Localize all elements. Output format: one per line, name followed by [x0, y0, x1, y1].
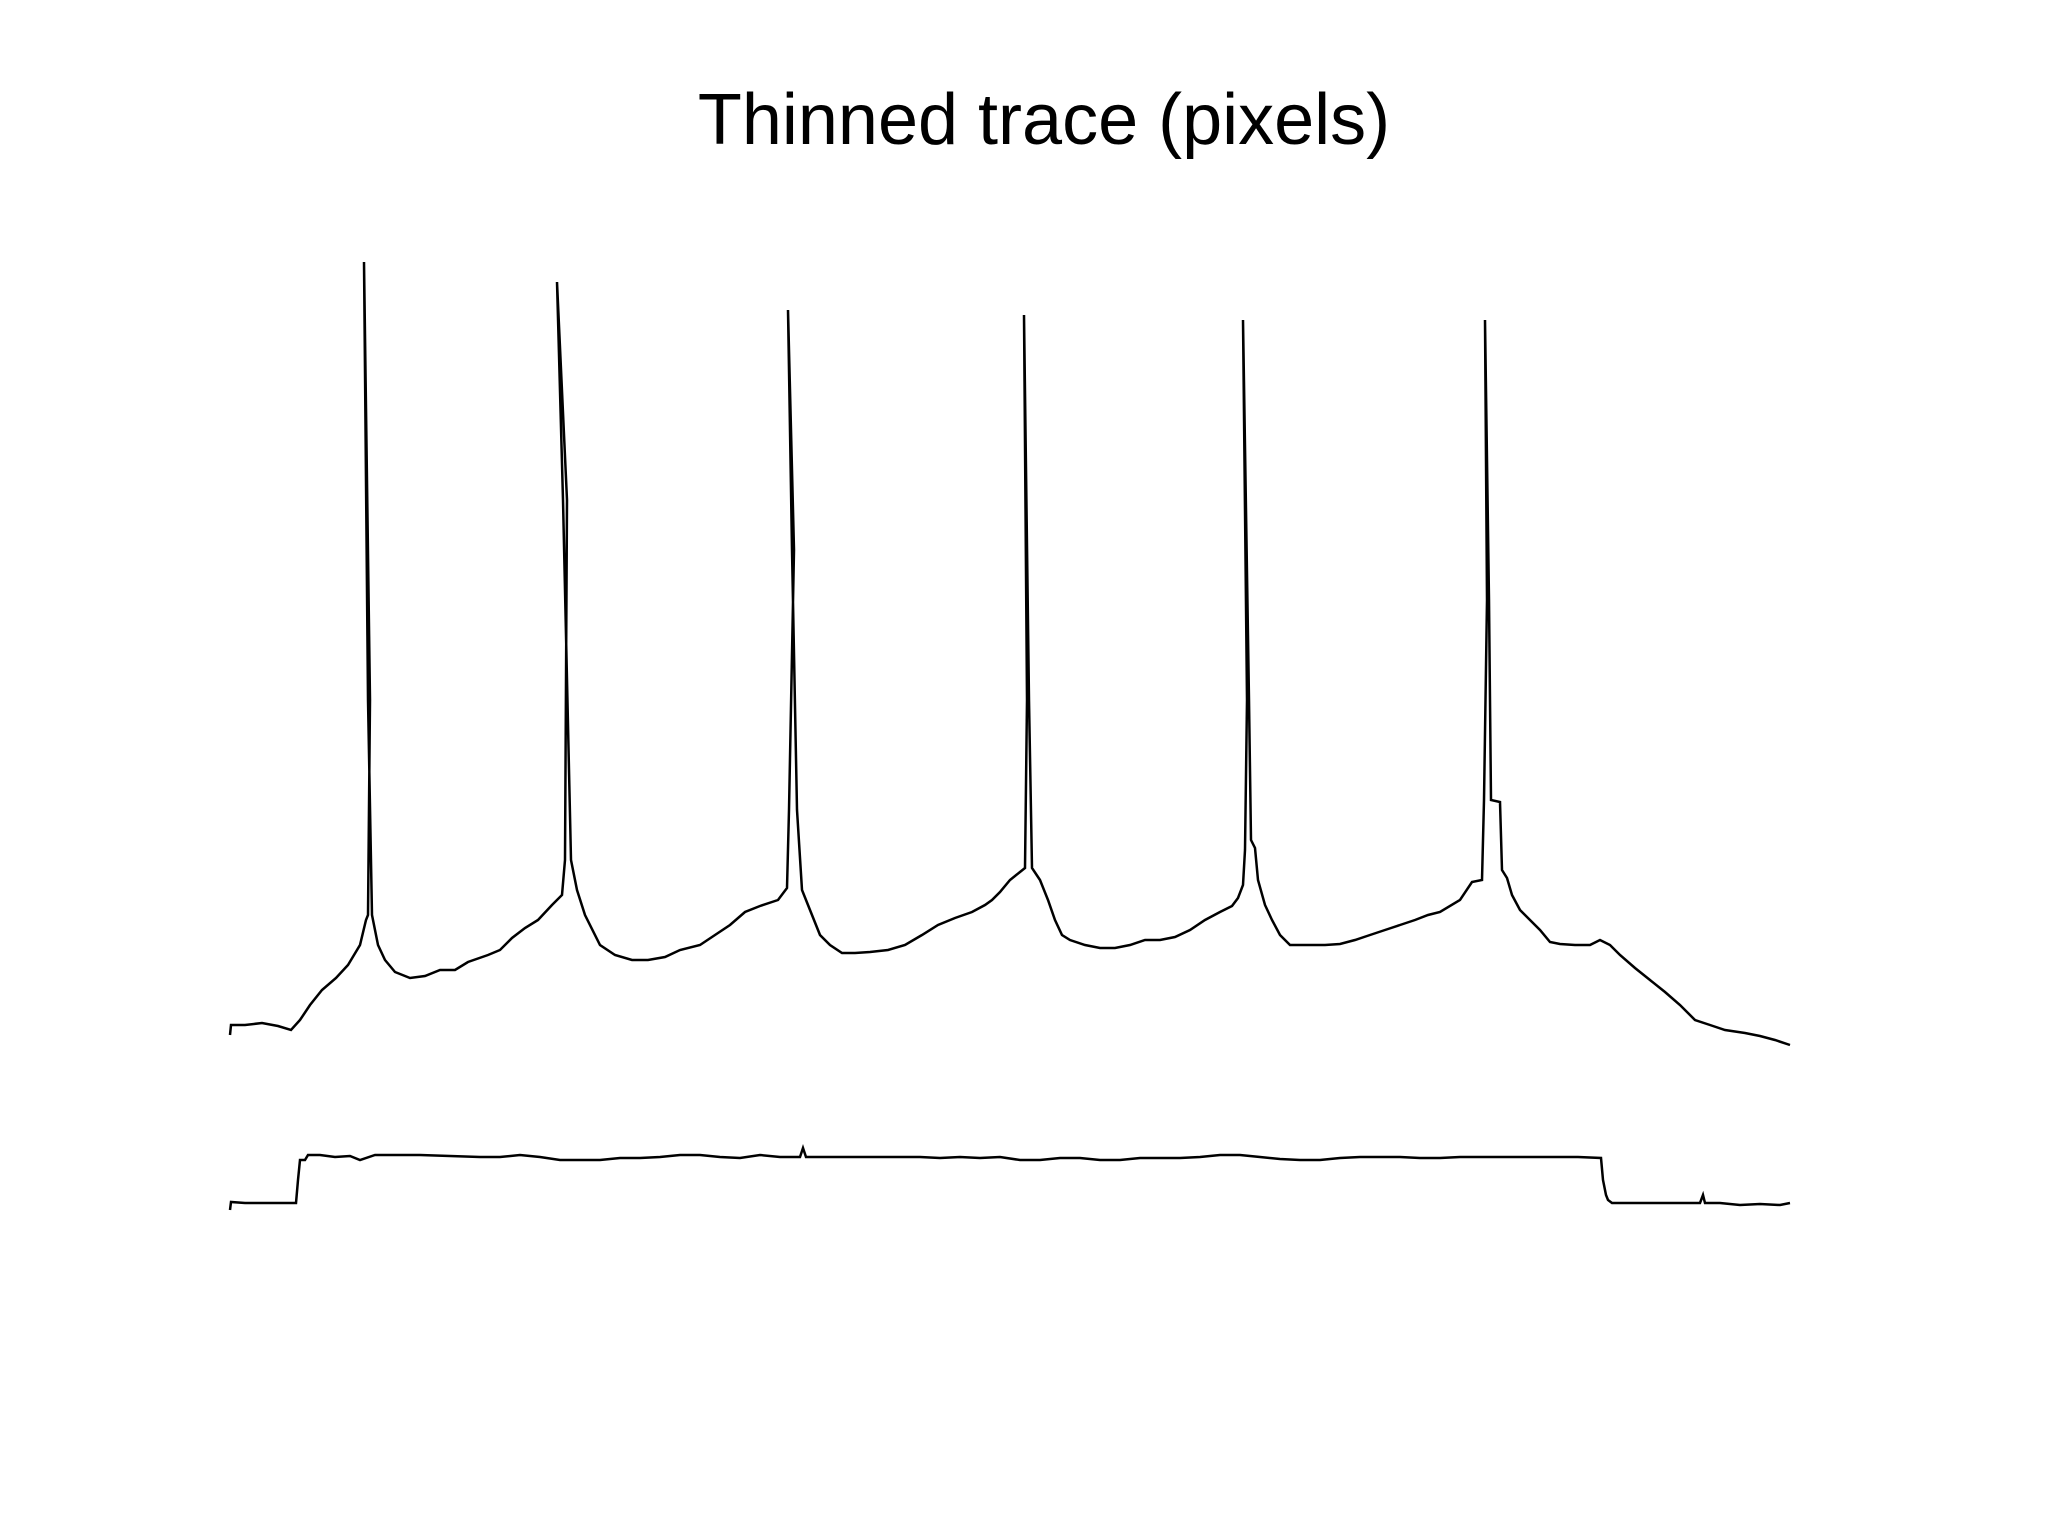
page-title: Thinned trace (pixels)	[697, 80, 1391, 160]
lower-trace-line	[228, 1144, 1791, 1211]
trace-layer	[228, 261, 1791, 1211]
upper-trace-line	[228, 261, 1791, 1047]
